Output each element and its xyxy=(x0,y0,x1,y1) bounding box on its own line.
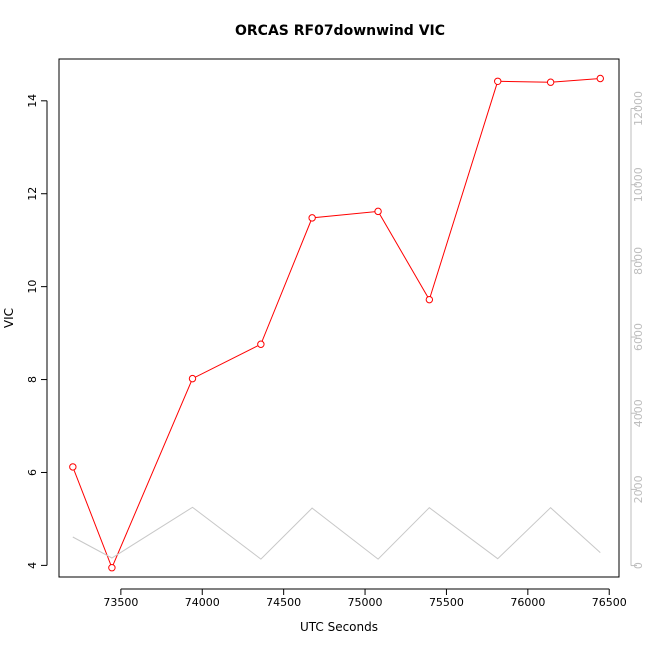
x-tick-label: 73500 xyxy=(103,596,138,609)
y-axis-title: VIC xyxy=(2,308,16,328)
y-tick-label: 4 xyxy=(26,562,39,569)
vic-data-point xyxy=(596,74,604,83)
vic-data-point xyxy=(188,374,197,383)
y-axis: 4 6 8 10 12 14 xyxy=(26,94,48,569)
vic-data-point xyxy=(69,463,77,471)
x-tick-label: 76500 xyxy=(592,596,627,609)
vic-data-point xyxy=(374,207,382,216)
vic-data-point xyxy=(308,214,316,222)
chart-title: ORCAS RF07downwind VIC xyxy=(235,23,445,39)
plot-area xyxy=(58,58,620,578)
series-layer xyxy=(69,74,604,572)
vic-data-point xyxy=(257,340,265,348)
y2-tick-label: 6000 xyxy=(632,323,645,351)
y2-tick-label: 8000 xyxy=(632,247,645,275)
x-tick-label: 75000 xyxy=(348,596,383,609)
x-tick-label: 74000 xyxy=(185,596,220,609)
x-tick-label: 75500 xyxy=(429,596,464,609)
y-tick-label: 14 xyxy=(26,94,39,108)
x-axis-title: UTC Seconds xyxy=(300,620,378,634)
y-tick-label: 8 xyxy=(26,376,39,383)
y2-tick-label: 10000 xyxy=(632,167,645,202)
y2-axis-right: 0 2000 4000 6000 8000 10000 12000 xyxy=(630,91,645,569)
x-tick-label: 76000 xyxy=(510,596,545,609)
vic-data-point xyxy=(108,564,116,572)
y-tick-label: 6 xyxy=(26,469,39,476)
y2-tick-label: 0 xyxy=(632,562,645,569)
vic-data-point xyxy=(546,78,555,86)
vic-series-line xyxy=(72,78,601,570)
vic-data-point xyxy=(494,77,502,85)
y-tick-label: 12 xyxy=(26,187,39,201)
y-tick-label: 10 xyxy=(26,280,39,294)
secondary-series-line xyxy=(72,506,601,560)
y2-tick-label: 12000 xyxy=(632,91,645,126)
y2-tick-label: 2000 xyxy=(632,475,645,503)
x-tick-label: 74500 xyxy=(266,596,301,609)
vic-data-point xyxy=(425,295,434,304)
x-axis: 73500 74000 74500 75000 75500 76000 76500 xyxy=(103,588,627,609)
y2-tick-label: 4000 xyxy=(632,399,645,427)
